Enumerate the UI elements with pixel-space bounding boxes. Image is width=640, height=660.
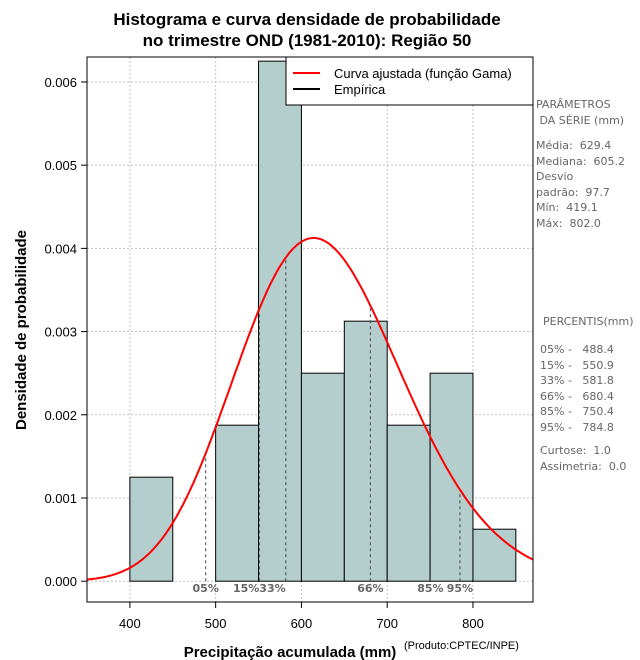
- parametros-values: Média: 629.4 Mediana: 605.2 Desvio padrã…: [536, 139, 625, 230]
- percentis-heading: PERCENTIS(mm): [543, 315, 634, 328]
- percentile-markers: 05% 15%33% 66% 85% 95%: [193, 257, 473, 595]
- legend: Curva ajustada (função Gama) Empírica: [285, 56, 534, 106]
- y-axis: 0.000 0.001 0.002 0.003 0.004 0.005 0.006: [44, 75, 87, 589]
- histogram-bar: [386, 424, 431, 582]
- legend-box: [285, 56, 534, 106]
- percentile-label: 85%: [417, 582, 443, 595]
- histogram-bar: [215, 424, 260, 582]
- fitted-curve: [86, 237, 534, 581]
- percentile-label: 05%: [193, 582, 219, 595]
- percentis-values: 05% - 488.4 15% - 550.9 33% - 581.8 66% …: [540, 343, 614, 434]
- percentile-label: 66%: [357, 582, 383, 595]
- histogram-bar: [129, 476, 174, 582]
- histogram-bar: [300, 372, 345, 582]
- x-tick-label: 400: [119, 616, 141, 631]
- x-tick-label: 500: [205, 616, 227, 631]
- x-axis: 400 500 600 700 800: [119, 602, 484, 631]
- y-tick-label: 0.004: [44, 241, 77, 256]
- percentile-label: 15%33%: [233, 582, 286, 595]
- percentile-label: 95%: [447, 582, 473, 595]
- y-axis-title: Densidade de probabilidade: [13, 230, 30, 430]
- y-tick-label: 0.001: [44, 491, 77, 506]
- distribution-stats: Curtose: 1.0 Assimetria: 0.0: [540, 444, 627, 473]
- y-tick-label: 0.006: [44, 75, 77, 90]
- chart-title-line-1: Histograma e curva densidade de probabil…: [113, 10, 500, 29]
- histogram-bar: [343, 320, 388, 582]
- histogram-bar: [472, 528, 517, 582]
- x-axis-title: Precipitação acumulada (mm): [184, 644, 397, 660]
- x-tick-label: 700: [376, 616, 398, 631]
- legend-empirical-label: Empírica: [334, 82, 386, 97]
- y-tick-label: 0.005: [44, 158, 77, 173]
- legend-curve-label: Curva ajustada (função Gama): [334, 66, 512, 81]
- parametros-heading: PARÂMETROS DA SÉRIE (mm): [536, 98, 625, 127]
- histogram-bars: [129, 60, 517, 582]
- y-tick-label: 0.003: [44, 325, 77, 340]
- histogram-bar: [258, 60, 302, 582]
- x-tick-label: 600: [291, 616, 313, 631]
- chart-title-line-2: no trimestre OND (1981-2010): Região 50: [143, 31, 472, 50]
- fitted-gamma-curve: [86, 237, 534, 581]
- y-tick-label: 0.002: [44, 408, 77, 423]
- x-tick-label: 800: [462, 616, 484, 631]
- product-credit: (Produto:CPTEC/INPE): [404, 640, 519, 652]
- y-tick-label: 0.000: [44, 574, 77, 589]
